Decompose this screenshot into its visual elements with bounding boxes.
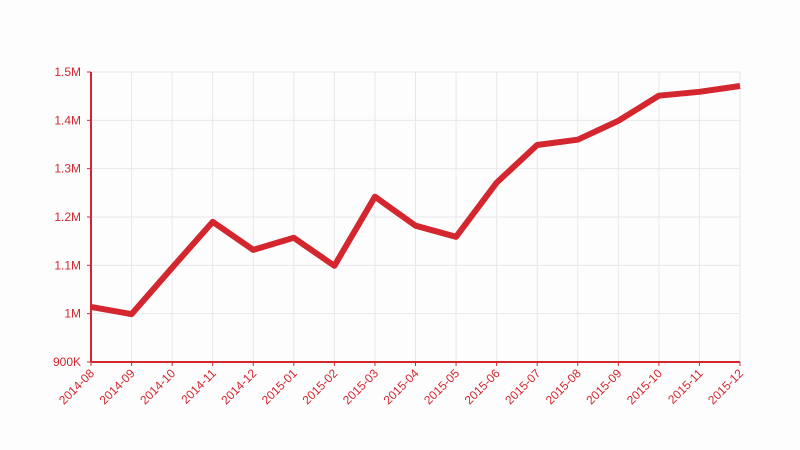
- y-tick-label: 1.1M: [54, 258, 81, 272]
- y-tick-label: 1M: [64, 307, 81, 321]
- y-tick-label: 1.5M: [54, 65, 81, 79]
- y-tick-label: 900K: [53, 355, 81, 369]
- y-tick-label: 1.4M: [54, 113, 81, 127]
- y-tick-label: 1.2M: [54, 210, 81, 224]
- y-tick-label: 1.3M: [54, 162, 81, 176]
- line-series: [90, 83, 741, 318]
